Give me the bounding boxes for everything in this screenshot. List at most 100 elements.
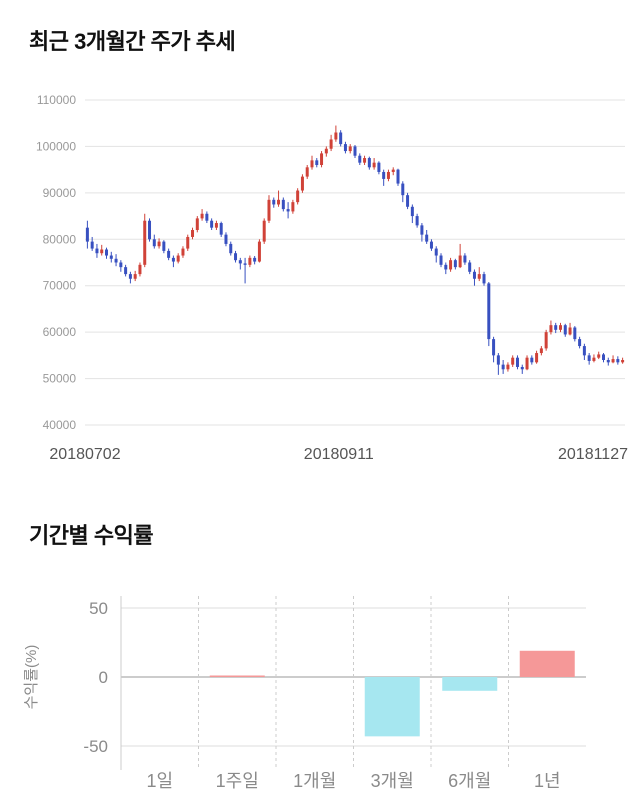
candle-body [616, 359, 620, 363]
y-tick-label: 50000 [43, 372, 77, 386]
category-label: 1주일 [216, 771, 259, 791]
candle-body [257, 241, 261, 262]
candle-body [386, 171, 390, 179]
candle-body [124, 267, 128, 275]
candle-body [549, 325, 553, 333]
candle-body [253, 257, 257, 262]
candle-body [281, 199, 285, 210]
candle-body [162, 241, 166, 251]
candle-body [234, 253, 238, 261]
candle-body [272, 199, 276, 205]
candle-body [358, 155, 362, 163]
candle-body [324, 148, 328, 154]
candle-body [391, 169, 395, 172]
candle-body [171, 257, 175, 262]
candle-body [472, 271, 476, 279]
candle-body [157, 241, 161, 247]
candle-body [138, 264, 142, 275]
y-tick-label: 0 [99, 668, 108, 687]
candle-body [401, 183, 405, 196]
candle-body [544, 332, 548, 349]
candle-body [243, 263, 247, 265]
candle-body [611, 359, 615, 363]
price-x-tick-labels: 20180702 20180911 20181127 [49, 446, 628, 463]
price-y-tick-labels: 110000 100000 90000 80000 70000 60000 50000 400… [36, 93, 76, 432]
candle-body [520, 366, 524, 370]
candle-body [320, 153, 324, 165]
x-tick-label: 20180702 [49, 446, 120, 463]
candle-body [343, 144, 347, 152]
y-tick-label: 110000 [37, 93, 76, 107]
return-bar [364, 677, 420, 737]
candle-body [515, 357, 519, 367]
category-label: 1일 [146, 771, 173, 791]
candle-body [248, 257, 252, 265]
candle-body [554, 325, 558, 330]
candle-body [109, 255, 113, 259]
candle-body [420, 225, 424, 235]
candle-body [305, 167, 309, 177]
candle-body [597, 354, 601, 358]
candle-body [558, 325, 562, 330]
candle-body [492, 339, 496, 356]
category-label: 1개월 [293, 771, 336, 791]
candle-body [606, 360, 610, 363]
x-tick-label: 20181127 [558, 446, 628, 463]
y-axis-title: 수익률(%) [23, 645, 40, 710]
y-tick-label: 80000 [43, 232, 77, 246]
returns-category-labels: 1일 1주일 1개월 3개월 6개월 1년 [146, 771, 560, 791]
candle-body [396, 169, 400, 184]
candle-body [224, 234, 228, 244]
candle-body [214, 223, 218, 228]
candle-body [286, 209, 290, 212]
candle-body [487, 283, 491, 340]
candle-body [501, 364, 505, 370]
candle-body [348, 146, 352, 152]
candle-body [353, 146, 357, 156]
candle-body [186, 236, 190, 249]
candle-body [382, 171, 386, 179]
candle-body [119, 262, 123, 268]
candle-body [377, 162, 381, 172]
candle-body [592, 357, 596, 361]
candle-body [496, 355, 500, 365]
returns-bar-chart: 50 0 -50 1일 1주일 1개월 3개월 6개월 1년 수익률(%) [23, 596, 586, 791]
candle-body [219, 223, 223, 235]
candle-body [372, 162, 376, 168]
candle-body [563, 325, 567, 335]
candle-body [363, 158, 367, 163]
candle-body [410, 206, 414, 217]
candle-body [439, 255, 443, 265]
candle-body [143, 220, 147, 265]
candle-body [425, 234, 429, 242]
price-chart-title: 최근 3개월간 주가 추세 [29, 29, 236, 54]
y-tick-label: 50 [89, 599, 108, 618]
y-tick-label: 60000 [43, 325, 77, 339]
category-label: 1년 [534, 771, 561, 791]
y-tick-label: -50 [83, 737, 108, 756]
candle-body [191, 230, 195, 237]
candle-body [300, 176, 304, 191]
candle-body [100, 249, 104, 254]
candle-body [539, 348, 543, 354]
y-tick-label: 40000 [43, 418, 77, 432]
candle-body [406, 195, 410, 207]
category-label: 3개월 [371, 771, 414, 791]
candle-body [511, 357, 515, 365]
candle-body [176, 255, 180, 262]
candle-body [195, 218, 199, 230]
candle-body [229, 243, 233, 254]
y-tick-label: 100000 [36, 139, 76, 153]
candle-body [568, 327, 572, 335]
candle-body [434, 248, 438, 256]
candle-body [85, 227, 89, 242]
candle-body [530, 357, 534, 363]
candle-body [587, 355, 591, 361]
candle-body [506, 364, 510, 370]
return-bars [209, 650, 575, 737]
candle-body [573, 327, 577, 340]
candle-body [148, 220, 152, 240]
candle-body [458, 255, 462, 268]
return-bar [442, 677, 498, 691]
